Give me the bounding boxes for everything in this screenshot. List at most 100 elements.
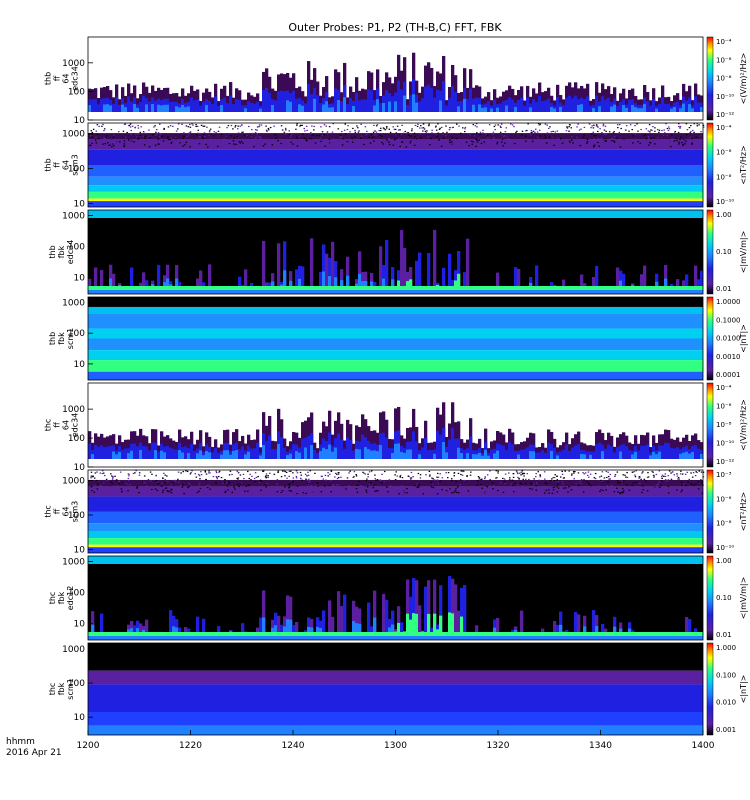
burst-column-core (658, 451, 662, 459)
noise-speck (307, 479, 309, 481)
noise-speck (613, 140, 615, 142)
noise-speck (191, 146, 193, 148)
burst-column-mid (274, 100, 278, 112)
noise-speck (228, 143, 231, 145)
noise-speck (326, 131, 329, 133)
fbk-column (535, 265, 539, 286)
noise-speck (188, 482, 190, 484)
noise-speck (288, 475, 290, 477)
burst-column-mid (232, 104, 236, 112)
noise-speck (544, 135, 546, 137)
noise-speck (679, 125, 682, 128)
noise-speck (413, 132, 416, 134)
noise-speck (189, 146, 191, 148)
noise-speck (299, 493, 302, 495)
noise-speck (611, 140, 613, 142)
noise-speck (521, 472, 524, 474)
noise-speck (276, 483, 278, 485)
noise-speck (649, 141, 651, 144)
noise-speck (676, 475, 679, 477)
colorbar-unit: <|nT|> (739, 324, 748, 353)
noise-speck (254, 480, 256, 483)
noise-speck (290, 470, 292, 472)
noise-speck (379, 479, 382, 481)
panel-label: 64 (62, 73, 71, 83)
noise-speck (557, 487, 560, 489)
noise-speck (679, 127, 681, 129)
noise-speck (158, 143, 160, 145)
noise-speck (190, 492, 192, 494)
noise-speck (447, 477, 449, 479)
noise-speck (283, 131, 286, 133)
bottom-band (88, 636, 703, 640)
noise-speck (568, 126, 570, 128)
fbk-column-core (319, 628, 323, 632)
fbk-column (169, 610, 173, 632)
fbk-column (418, 252, 422, 286)
noise-speck (210, 133, 213, 135)
noise-speck (667, 485, 670, 487)
noise-speck (96, 471, 98, 473)
noise-speck (111, 482, 114, 484)
noise-speck (144, 482, 147, 484)
fbk-column (454, 584, 458, 632)
noise-speck (155, 131, 157, 133)
burst-column-mid (610, 446, 614, 459)
burst-column-mid (676, 101, 680, 112)
panel-frame (87, 382, 704, 468)
noise-speck (139, 135, 142, 137)
noise-speck (592, 127, 595, 129)
fbk-column-core (283, 626, 287, 632)
noise-speck (320, 126, 322, 128)
noise-speck (119, 141, 121, 143)
noise-speck (636, 490, 638, 492)
panel-background (88, 210, 703, 294)
noise-speck (670, 478, 673, 480)
burst-column-mid (451, 86, 455, 112)
noise-speck (280, 491, 282, 494)
noise-speck (527, 123, 529, 125)
noise-speck (375, 479, 377, 481)
noise-speck (503, 480, 506, 483)
noise-speck (417, 472, 420, 475)
noise-speck (182, 484, 184, 486)
noise-speck (466, 475, 468, 477)
noise-speck (407, 475, 410, 477)
noise-speck (346, 489, 348, 491)
noise-speck (191, 123, 193, 125)
burst-column-mid (454, 91, 458, 112)
noise-speck (551, 492, 554, 494)
noise-speck (686, 134, 688, 136)
noise-speck (386, 486, 388, 488)
noise-speck (399, 129, 401, 131)
noise-speck (189, 473, 192, 475)
fbk-column (310, 238, 314, 286)
noise-speck (661, 474, 664, 476)
noise-speck (696, 123, 699, 125)
noise-speck (695, 136, 697, 138)
fbk-column (370, 626, 374, 632)
noise-speck (549, 126, 551, 128)
noise-speck (625, 476, 627, 478)
noise-speck (480, 142, 483, 145)
noise-speck (663, 143, 665, 145)
noise-speck (515, 131, 517, 134)
noise-speck (420, 125, 422, 127)
noise-speck (227, 489, 229, 491)
noise-speck (378, 130, 380, 132)
noise-speck (663, 129, 665, 131)
burst-column-core (109, 105, 113, 112)
noise-speck (582, 491, 585, 493)
fbk-column (496, 272, 500, 286)
noise-speck (509, 479, 511, 481)
noise-speck (590, 127, 592, 129)
noise-speck (241, 124, 243, 126)
burst-column-mid (133, 443, 137, 459)
noise-speck (536, 136, 539, 138)
noise-speck (110, 481, 112, 483)
noise-speck (481, 487, 483, 489)
fbk-column (268, 282, 272, 286)
noise-speck (593, 138, 595, 140)
noise-speck (105, 478, 108, 480)
burst-column-mid (94, 444, 98, 459)
